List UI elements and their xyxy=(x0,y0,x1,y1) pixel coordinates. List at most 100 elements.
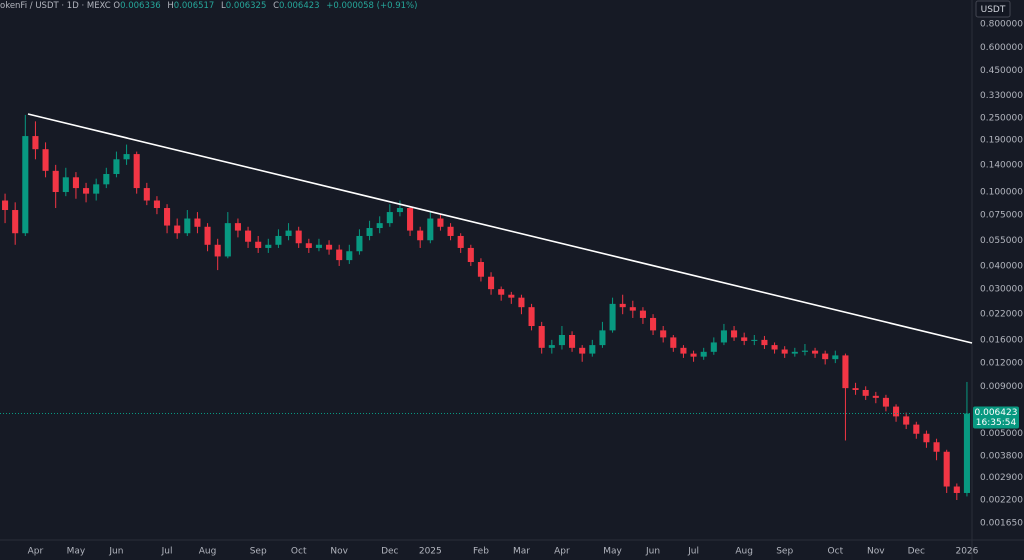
candle-body xyxy=(234,223,241,231)
candle-body xyxy=(123,154,130,160)
ohlc-key: C xyxy=(273,1,279,11)
candle-body xyxy=(194,218,201,227)
candle-body xyxy=(882,397,889,407)
candle-body xyxy=(700,351,707,357)
candle-body xyxy=(62,177,69,193)
candle-body xyxy=(336,249,343,261)
candle-body xyxy=(83,188,90,194)
x-tick-label: Jul xyxy=(687,547,699,557)
candle-body xyxy=(832,355,839,360)
candle-body xyxy=(639,310,646,318)
candle-body xyxy=(285,230,292,236)
x-tick-label: Feb xyxy=(473,547,489,557)
candle-body xyxy=(771,345,778,350)
ohlc-value: 0.006423 xyxy=(279,1,320,11)
x-tick-label: Dec xyxy=(381,547,398,557)
candle-body xyxy=(710,342,717,352)
x-tick-label: Nov xyxy=(330,547,348,557)
candle-body xyxy=(741,337,748,341)
y-tick-label: 0.055000 xyxy=(980,236,1023,246)
candle-body xyxy=(963,413,970,493)
y-tick-label: 0.330000 xyxy=(980,91,1023,101)
candle-body xyxy=(913,424,920,434)
candle-body xyxy=(650,317,657,331)
x-tick-label: Sep xyxy=(250,547,267,557)
candle-body xyxy=(791,351,798,354)
candle-body xyxy=(366,228,373,236)
last-price-label: 0.006423 xyxy=(975,408,1018,418)
y-tick-label: 0.100000 xyxy=(980,188,1023,198)
ohlc-value: 0.006517 xyxy=(173,1,215,11)
plot xyxy=(0,114,972,500)
countdown: 16:35:54 xyxy=(976,418,1017,428)
candle-body xyxy=(953,486,960,493)
x-tick-label: Jun xyxy=(645,547,660,557)
ohlc-key: H xyxy=(167,1,174,11)
candle-body xyxy=(346,251,353,261)
candle-body xyxy=(214,244,221,257)
candle-body xyxy=(224,223,231,257)
candle-body xyxy=(629,307,636,311)
candle-body xyxy=(153,200,160,209)
candle-body xyxy=(93,184,100,194)
ohlc-key: O xyxy=(113,1,121,11)
candle-body xyxy=(457,235,464,248)
trendline[interactable] xyxy=(27,113,973,344)
candle-body xyxy=(923,433,930,443)
candle-body xyxy=(690,353,697,357)
ohlc-value: 0.006325 xyxy=(225,1,267,11)
candle-body xyxy=(801,350,808,352)
x-tick-label: Aug xyxy=(199,547,217,557)
candle-body xyxy=(731,330,738,338)
candle-body xyxy=(2,200,9,211)
candle-body xyxy=(893,406,900,417)
x-tick-label: Oct xyxy=(291,547,307,557)
candle-body xyxy=(103,174,110,185)
candle-body xyxy=(852,388,859,390)
currency-button-label[interactable]: USDT xyxy=(981,5,1006,15)
candle-body xyxy=(356,235,363,252)
candle-body xyxy=(427,218,434,241)
candle-body xyxy=(396,208,403,213)
x-tick-label: 2025 xyxy=(419,547,442,557)
legend-header: okenFi / USDT · 1D · MEXC O0.006336 H0.0… xyxy=(0,0,421,14)
candle-body xyxy=(315,244,322,248)
last-price-box xyxy=(973,406,1019,429)
symbol: okenFi / USDT · 1D · MEXC xyxy=(0,1,111,11)
y-tick-label: 0.040000 xyxy=(980,261,1023,271)
candle-body xyxy=(184,218,191,234)
ohlc-key: L xyxy=(221,1,226,11)
candle-body xyxy=(528,307,535,327)
candle-body xyxy=(579,347,586,354)
candle-body xyxy=(174,225,181,234)
x-tick-label: Aug xyxy=(735,547,753,557)
candle-body xyxy=(943,451,950,487)
candle-body xyxy=(295,230,302,244)
candle-body xyxy=(842,355,849,389)
y-tick-label: 0.022000 xyxy=(980,310,1023,320)
y-tick-label: 0.030000 xyxy=(980,285,1023,295)
candle-body xyxy=(488,276,495,290)
candle-body xyxy=(903,416,910,425)
candle-body xyxy=(326,244,333,250)
candle-body xyxy=(599,330,606,346)
currency-button[interactable] xyxy=(975,0,1011,18)
y-tick-label: 0.003800 xyxy=(980,451,1023,461)
candle-body xyxy=(609,303,616,331)
candle-body xyxy=(548,345,555,348)
candle-body xyxy=(467,247,474,263)
x-tick-label: Dec xyxy=(908,547,925,557)
y-tick-label: 0.012000 xyxy=(980,359,1023,369)
x-tick-label: Oct xyxy=(828,547,844,557)
candle-body xyxy=(376,223,383,229)
candle-body xyxy=(265,244,272,248)
candle-body xyxy=(22,136,29,234)
y-tick-label: 0.800000 xyxy=(980,20,1023,30)
candle-body xyxy=(720,330,727,343)
y-tick-label: 0.009000 xyxy=(980,382,1023,392)
candle-body xyxy=(508,294,515,298)
candle-body xyxy=(72,177,79,189)
x-tick-label: Sep xyxy=(776,547,793,557)
